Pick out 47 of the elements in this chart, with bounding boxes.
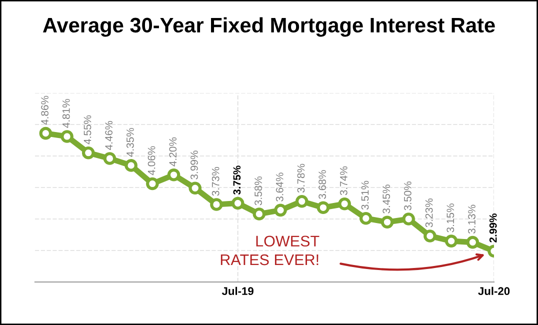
data-label: 3.99% bbox=[190, 150, 198, 180]
data-label: 3.73% bbox=[212, 167, 220, 196]
annotation: LOWEST RATES EVER! bbox=[220, 236, 320, 266]
point bbox=[210, 198, 223, 211]
data-label: 4.06% bbox=[148, 146, 156, 176]
data-label: 4.35% bbox=[126, 128, 134, 157]
data-label: 3.58% bbox=[254, 176, 262, 206]
data-label: 4.86% bbox=[41, 96, 48, 125]
data-label: 3.50% bbox=[404, 182, 412, 210]
data-label: 3.13% bbox=[468, 204, 476, 234]
point bbox=[316, 201, 330, 214]
point bbox=[380, 216, 394, 229]
data-label: 4.55% bbox=[84, 115, 92, 144]
point bbox=[424, 230, 436, 242]
data-label: 3.64% bbox=[276, 172, 284, 202]
data-label: 3.75% bbox=[233, 166, 241, 195]
point bbox=[444, 234, 458, 248]
data-label: 3.68% bbox=[318, 170, 326, 199]
data-label: 4.81% bbox=[62, 98, 70, 128]
point bbox=[231, 196, 244, 210]
point bbox=[60, 130, 74, 143]
point bbox=[360, 212, 372, 225]
point bbox=[295, 194, 308, 208]
point bbox=[252, 208, 266, 220]
data-label: 3.74% bbox=[340, 166, 348, 196]
point bbox=[39, 126, 52, 140]
point bbox=[402, 212, 415, 226]
data-label: 2.99% bbox=[489, 214, 497, 242]
data-label: 4.46% bbox=[105, 121, 113, 150]
data-label: 3.15% bbox=[446, 204, 454, 232]
point bbox=[103, 152, 116, 165]
point bbox=[82, 146, 95, 160]
data-label: 3.51% bbox=[361, 180, 369, 210]
point bbox=[167, 168, 180, 182]
data-label: 3.78% bbox=[297, 164, 305, 193]
x-tick-label: Jul-19 bbox=[222, 286, 254, 296]
data-label: 3.23% bbox=[425, 198, 433, 228]
point bbox=[466, 236, 480, 249]
data-label: 4.20% bbox=[169, 137, 177, 166]
point bbox=[124, 159, 138, 172]
data-label: 3.45% bbox=[382, 184, 390, 214]
x-tick-label: Jul-20 bbox=[478, 286, 510, 296]
point bbox=[274, 204, 287, 217]
point bbox=[146, 177, 159, 190]
point bbox=[338, 197, 351, 210]
point bbox=[188, 182, 202, 195]
chart-title: Average 30-Year Fixed Mortgage Interest Rate bbox=[42, 17, 495, 37]
